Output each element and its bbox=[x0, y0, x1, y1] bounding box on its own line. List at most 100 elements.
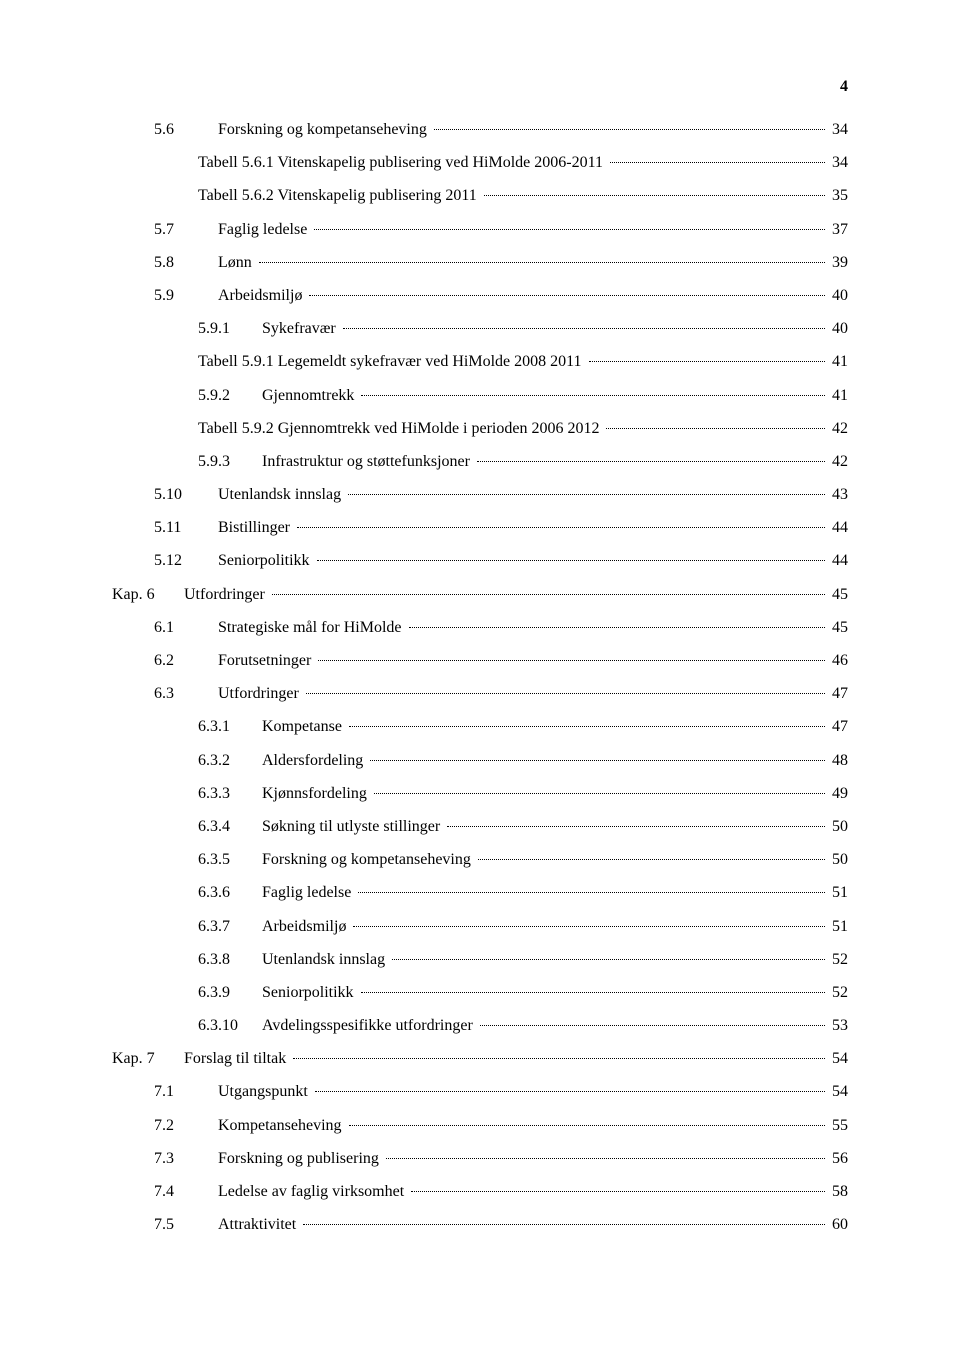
toc-entry: 6.3.2Aldersfordeling48 bbox=[112, 753, 848, 769]
toc-entry: 6.3.5Forskning og kompetanseheving50 bbox=[112, 852, 848, 868]
toc-entry: 5.9Arbeidsmiljø40 bbox=[112, 288, 848, 304]
toc-entry-number: 5.12 bbox=[154, 553, 218, 569]
toc-entry-page: 48 bbox=[828, 753, 848, 769]
toc-entry-number: 7.4 bbox=[154, 1184, 218, 1200]
toc-entry-title: Avdelingsspesifikke utfordringer bbox=[262, 1018, 477, 1034]
toc-entry-title: Aldersfordeling bbox=[262, 753, 367, 769]
toc-leader-dots bbox=[297, 527, 825, 528]
toc-leader-dots bbox=[343, 328, 825, 329]
toc-entry-title: Tabell 5.9.1 Legemeldt sykefravær ved Hi… bbox=[198, 354, 586, 370]
toc-entry-title: Utfordringer bbox=[184, 587, 269, 603]
toc-entry: 6.3.8Utenlandsk innslag52 bbox=[112, 952, 848, 968]
toc-entry-page: 46 bbox=[828, 653, 848, 669]
toc-leader-dots bbox=[361, 992, 825, 993]
toc-entry-number: 6.2 bbox=[154, 653, 218, 669]
toc-entry: 7.4Ledelse av faglig virksomhet58 bbox=[112, 1184, 848, 1200]
toc-entry-title: Gjennomtrekk bbox=[262, 388, 358, 404]
toc-entry-title: Søkning til utlyste stillinger bbox=[262, 819, 444, 835]
toc-entry-page: 43 bbox=[828, 487, 848, 503]
toc-leader-dots bbox=[272, 594, 825, 595]
toc-entry-page: 45 bbox=[828, 587, 848, 603]
toc-leader-dots bbox=[370, 760, 825, 761]
toc-entry-number: 7.1 bbox=[154, 1084, 218, 1100]
toc-entry-title: Forslag til tiltak bbox=[184, 1051, 290, 1067]
toc-entry-page: 51 bbox=[828, 919, 848, 935]
toc-entry-title: Arbeidsmiljø bbox=[262, 919, 350, 935]
toc-entry-number: 6.3.8 bbox=[198, 952, 262, 968]
toc-entry-title: Utenlandsk innslag bbox=[218, 487, 345, 503]
toc-entry-title: Forskning og kompetanseheving bbox=[218, 122, 431, 138]
toc-entry-title: Strategiske mål for HiMolde bbox=[218, 620, 406, 636]
toc-leader-dots bbox=[478, 859, 825, 860]
toc-entry-title: Lønn bbox=[218, 255, 256, 271]
toc-leader-dots bbox=[349, 726, 825, 727]
toc-entry-page: 47 bbox=[828, 686, 848, 702]
toc-leader-dots bbox=[589, 361, 825, 362]
toc-entry-page: 40 bbox=[828, 321, 848, 337]
toc-leader-dots bbox=[349, 1125, 825, 1126]
toc-entry-page: 41 bbox=[828, 354, 848, 370]
toc-entry: 7.3Forskning og publisering56 bbox=[112, 1151, 848, 1167]
table-of-contents: 5.6Forskning og kompetanseheving34Tabell… bbox=[112, 122, 848, 1233]
toc-entry: 5.12Seniorpolitikk44 bbox=[112, 553, 848, 569]
toc-entry: 6.3Utfordringer47 bbox=[112, 686, 848, 702]
toc-entry-number: 5.6 bbox=[154, 122, 218, 138]
toc-entry: 7.5Attraktivitet 60 bbox=[112, 1217, 848, 1233]
toc-entry-title: Forskning og publisering bbox=[218, 1151, 383, 1167]
toc-entry-number: Kap. 7 bbox=[112, 1051, 184, 1067]
toc-entry-number: 7.5 bbox=[154, 1217, 218, 1233]
page-number: 4 bbox=[840, 78, 848, 96]
toc-entry-page: 54 bbox=[828, 1084, 848, 1100]
toc-entry-number: 6.1 bbox=[154, 620, 218, 636]
toc-leader-dots bbox=[447, 826, 825, 827]
toc-entry-page: 42 bbox=[828, 421, 848, 437]
toc-entry-page: 42 bbox=[828, 454, 848, 470]
toc-entry-page: 41 bbox=[828, 388, 848, 404]
toc-entry-page: 60 bbox=[828, 1217, 848, 1233]
toc-entry-title: Faglig ledelse bbox=[262, 885, 355, 901]
toc-entry: Kap. 6Utfordringer45 bbox=[112, 587, 848, 603]
toc-entry-number: 5.9.1 bbox=[198, 321, 262, 337]
toc-entry-number: 6.3 bbox=[154, 686, 218, 702]
toc-entry-title: Utgangspunkt bbox=[218, 1084, 312, 1100]
toc-leader-dots bbox=[348, 494, 825, 495]
toc-entry-page: 58 bbox=[828, 1184, 848, 1200]
toc-entry-page: 49 bbox=[828, 786, 848, 802]
toc-entry-number: 5.9.2 bbox=[198, 388, 262, 404]
toc-entry-title: Arbeidsmiljø bbox=[218, 288, 306, 304]
toc-leader-dots bbox=[309, 295, 825, 296]
toc-leader-dots bbox=[606, 428, 825, 429]
toc-entry-page: 50 bbox=[828, 819, 848, 835]
toc-entry-title: Attraktivitet bbox=[218, 1217, 300, 1233]
toc-leader-dots bbox=[484, 195, 825, 196]
toc-leader-dots bbox=[358, 892, 825, 893]
toc-entry-page: 44 bbox=[828, 553, 848, 569]
toc-entry-number: 6.3.3 bbox=[198, 786, 262, 802]
toc-entry-page: 34 bbox=[828, 155, 848, 171]
toc-entry: 5.11Bistillinger44 bbox=[112, 520, 848, 536]
toc-entry-page: 55 bbox=[828, 1118, 848, 1134]
toc-entry-page: 52 bbox=[828, 985, 848, 1001]
toc-entry: 5.7Faglig ledelse37 bbox=[112, 222, 848, 238]
toc-leader-dots bbox=[303, 1224, 825, 1225]
toc-entry-number: 6.3.4 bbox=[198, 819, 262, 835]
toc-entry-number: 6.3.1 bbox=[198, 719, 262, 735]
toc-entry-number: 7.2 bbox=[154, 1118, 218, 1134]
toc-entry-title: Faglig ledelse bbox=[218, 222, 311, 238]
toc-entry-number: 5.8 bbox=[154, 255, 218, 271]
toc-entry-title: Seniorpolitikk bbox=[262, 985, 358, 1001]
toc-entry-page: 39 bbox=[828, 255, 848, 271]
toc-entry-page: 52 bbox=[828, 952, 848, 968]
toc-entry: Tabell 5.6.1 Vitenskapelig publisering v… bbox=[112, 155, 848, 171]
toc-entry-number: 6.3.7 bbox=[198, 919, 262, 935]
toc-entry: 7.2Kompetanseheving55 bbox=[112, 1118, 848, 1134]
toc-entry-page: 45 bbox=[828, 620, 848, 636]
toc-entry-number: 5.11 bbox=[154, 520, 218, 536]
toc-entry: 6.2Forutsetninger46 bbox=[112, 653, 848, 669]
toc-leader-dots bbox=[434, 129, 825, 130]
toc-entry: Tabell 5.9.1 Legemeldt sykefravær ved Hi… bbox=[112, 354, 848, 370]
toc-entry-number: 5.7 bbox=[154, 222, 218, 238]
toc-entry: 5.6Forskning og kompetanseheving34 bbox=[112, 122, 848, 138]
toc-entry: 6.3.10Avdelingsspesifikke utfordringer53 bbox=[112, 1018, 848, 1034]
toc-leader-dots bbox=[411, 1191, 825, 1192]
